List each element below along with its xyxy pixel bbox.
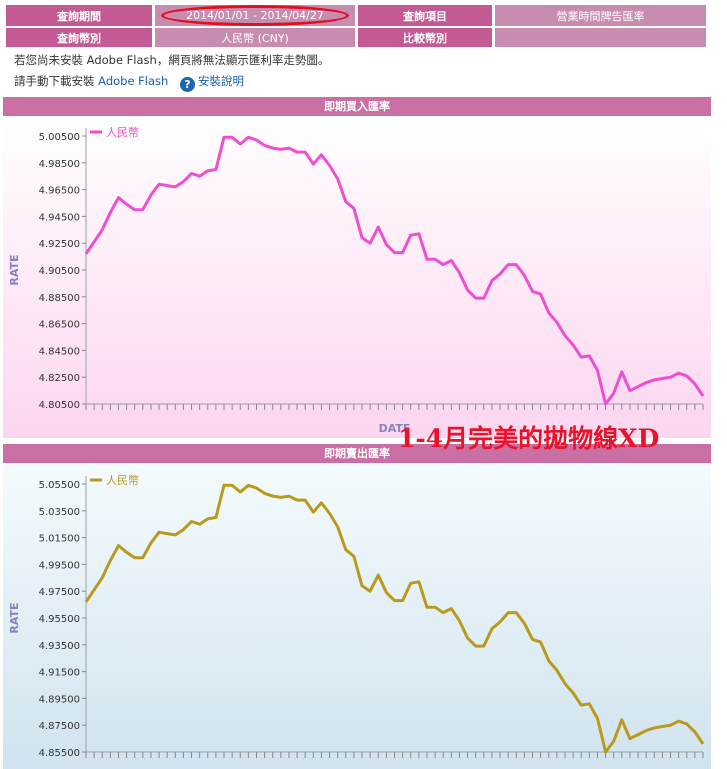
y-tick-label: 5.01500 [39,534,80,545]
x-axis-title: DATE [379,422,411,435]
y-tick-label: 4.97500 [39,587,80,598]
series-line [84,483,705,754]
legend-label: 人民幣 [106,474,139,487]
flash-notice: 若您尚未安裝 Adobe Flash，網頁將無法顯示匯利率走勢圖。 [14,53,330,67]
y-axis-title: RATE [8,602,21,633]
y-tick-label: 4.99500 [39,560,80,571]
y-tick-label: 4.89500 [39,694,80,705]
currency-value: 人民幣 (CNY) [155,28,355,47]
item-label: 查詢項目 [358,5,492,26]
y-tick-label: 4.94500 [39,212,80,223]
y-tick-label: 4.98500 [39,159,80,170]
currency-label: 查詢幣別 [6,28,152,47]
annotation-text: 1-4月完美的拋物線XD [398,424,660,453]
compare-label: 比較幣別 [358,28,492,47]
adobe-flash-link[interactable]: Adobe Flash [98,74,169,88]
y-tick-label: 4.95500 [39,614,80,625]
y-tick-label: 4.82500 [39,373,80,384]
y-tick-label: 4.85500 [39,748,80,759]
y-axis-title: RATE [8,254,21,285]
y-tick-label: 4.96500 [39,186,80,197]
plot-background [3,463,711,769]
sell-rate-title: 即期賣出匯率 [3,444,711,463]
y-tick-label: 4.88500 [39,293,80,304]
y-tick-label: 4.84500 [39,346,80,357]
query-table: 查詢期間 2014/01/01 - 2014/04/27 查詢項目 營業時間牌告… [3,3,709,49]
flash-download-notice: 請手動下載安裝 Adobe Flash ? 安裝說明 [14,73,244,92]
compare-value [495,28,706,47]
y-tick-label: 4.93500 [39,641,80,652]
download-prefix: 請手動下載安裝 [14,74,95,88]
series-line [84,135,705,406]
y-tick-label: 5.00500 [39,132,80,143]
y-tick-label: 4.90500 [39,266,80,277]
y-tick-label: 5.05500 [39,480,80,491]
y-tick-label: 4.92500 [39,239,80,250]
item-value: 營業時間牌告匯率 [495,5,706,26]
period-label: 查詢期間 [6,5,152,26]
period-value: 2014/01/01 - 2014/04/27 [161,5,349,26]
y-tick-label: 4.87500 [39,721,80,732]
legend-label: 人民幣 [106,126,139,139]
y-tick-label: 4.80500 [39,400,80,411]
y-tick-label: 4.86500 [39,320,80,331]
buy-rate-chart: 5.00500 4.98500 4.96500 4.94500 4.92500 4.905… [3,116,711,438]
period-cell: 2014/01/01 - 2014/04/27 [155,5,355,26]
install-help-link[interactable]: 安裝說明 [197,74,244,88]
y-tick-label: 5.03500 [39,507,80,518]
sell-rate-chart: 5.05500 5.03500 5.01500 4.99500 4.97500 4.955… [3,463,711,769]
help-icon[interactable]: ? [179,77,195,92]
plot-background [3,116,711,438]
y-tick-label: 4.91500 [39,668,80,679]
buy-rate-title: 即期買入匯率 [3,97,711,116]
